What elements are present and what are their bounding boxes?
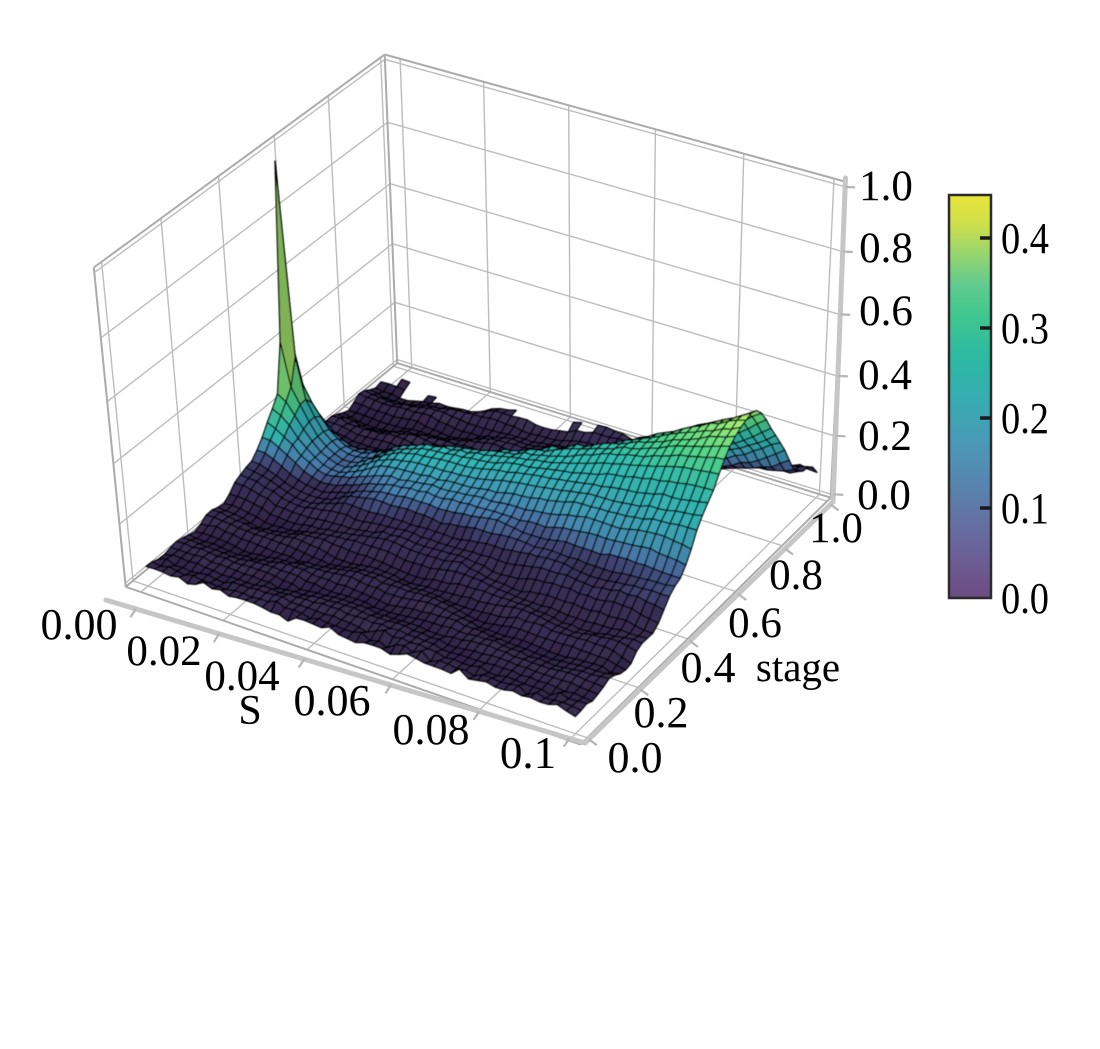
svg-text:0.8: 0.8: [859, 225, 913, 272]
svg-text:0.3: 0.3: [1001, 304, 1049, 353]
svg-text:1.0: 1.0: [809, 505, 863, 552]
svg-text:0.6: 0.6: [859, 288, 913, 335]
svg-text:0.2: 0.2: [858, 413, 912, 460]
svg-text:0.0: 0.0: [857, 472, 911, 519]
svg-text:0.0: 0.0: [608, 733, 663, 782]
svg-text:0.06: 0.06: [294, 676, 371, 725]
svg-text:0.00: 0.00: [41, 600, 118, 649]
svg-text:0.08: 0.08: [393, 705, 470, 754]
svg-text:0.4: 0.4: [681, 643, 736, 692]
svg-text:1.0: 1.0: [859, 163, 913, 210]
svg-text:0.2: 0.2: [634, 688, 689, 737]
svg-text:0.1: 0.1: [1001, 484, 1049, 533]
svg-text:stage: stage: [756, 644, 840, 690]
svg-text:0.4: 0.4: [858, 352, 912, 399]
svg-text:0.6: 0.6: [728, 600, 782, 647]
svg-text:0.2: 0.2: [1001, 394, 1049, 443]
svg-text:0.1: 0.1: [500, 728, 556, 778]
svg-text:0.02: 0.02: [126, 628, 201, 675]
svg-text:S: S: [238, 688, 261, 734]
svg-text:0.8: 0.8: [769, 552, 823, 599]
svg-text:0.04: 0.04: [204, 653, 279, 700]
svg-text:0.4: 0.4: [1001, 214, 1049, 263]
svg-text:0.0: 0.0: [1001, 574, 1049, 623]
